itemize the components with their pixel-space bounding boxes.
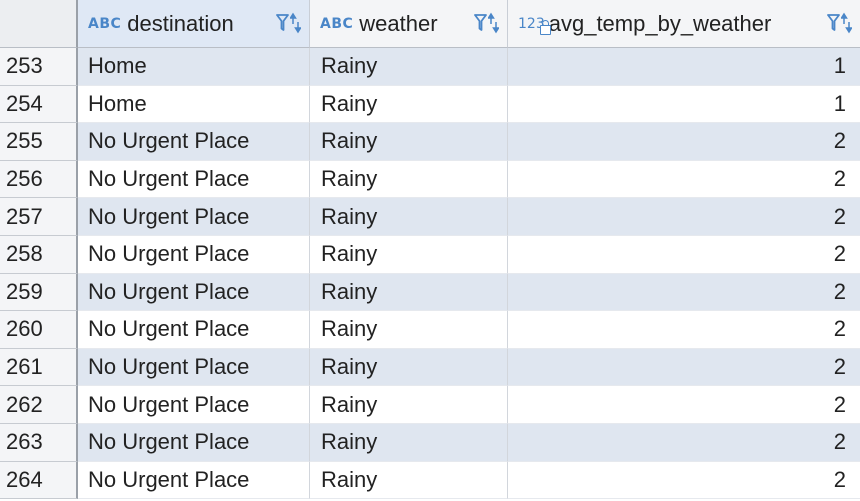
filter-icon[interactable] (474, 13, 487, 33)
cell-avg-temp[interactable]: 2 (508, 198, 860, 236)
cell-weather[interactable]: Rainy (310, 198, 508, 236)
column-header-avg-temp-by-weather[interactable]: 123 avg_temp_by_weather (508, 0, 860, 48)
cell-destination[interactable]: No Urgent Place (78, 273, 310, 312)
cell-avg-temp[interactable]: 2 (508, 160, 860, 199)
cell-weather[interactable]: Rainy (310, 348, 508, 387)
cell-destination[interactable]: No Urgent Place (78, 160, 310, 199)
cell-destination[interactable]: Home (78, 85, 310, 124)
cell-avg-temp[interactable]: 2 (508, 423, 860, 462)
filter-sort-controls (827, 12, 852, 34)
row-number[interactable]: 258 (0, 235, 78, 274)
abc-type-icon: ABC (88, 15, 122, 32)
cell-destination[interactable]: No Urgent Place (78, 198, 310, 236)
cell-destination[interactable]: No Urgent Place (78, 386, 310, 424)
cell-destination[interactable]: No Urgent Place (78, 123, 310, 161)
cell-avg-temp[interactable]: 1 (508, 48, 860, 86)
row-number[interactable]: 256 (0, 160, 78, 199)
table-row[interactable]: 262 No Urgent Place Rainy 2 (0, 386, 860, 424)
row-number[interactable]: 254 (0, 85, 78, 124)
cell-destination[interactable]: No Urgent Place (78, 423, 310, 462)
column-label: destination (127, 10, 234, 36)
column-label: weather (359, 10, 438, 36)
filter-icon[interactable] (276, 13, 289, 33)
row-number[interactable]: 261 (0, 348, 78, 387)
column-label: avg_temp_by_weather (548, 10, 772, 36)
column-header-weather[interactable]: ABC weather (310, 0, 508, 48)
cell-weather[interactable]: Rainy (310, 273, 508, 312)
row-number[interactable]: 253 (0, 48, 78, 86)
numeric-type-icon: 123 (518, 15, 551, 35)
row-number[interactable]: 259 (0, 273, 78, 312)
row-number[interactable]: 255 (0, 123, 78, 161)
row-number[interactable]: 264 (0, 461, 78, 500)
table-row[interactable]: 255 No Urgent Place Rainy 2 (0, 123, 860, 161)
lock-icon (540, 19, 551, 35)
cell-avg-temp[interactable]: 2 (508, 235, 860, 274)
cell-weather[interactable]: Rainy (310, 48, 508, 86)
table-row[interactable]: 260 No Urgent Place Rainy 2 (0, 311, 860, 349)
table-row[interactable]: 264 No Urgent Place Rainy 2 (0, 461, 860, 500)
row-number[interactable]: 262 (0, 386, 78, 424)
row-number-header[interactable] (0, 0, 78, 48)
row-number[interactable]: 263 (0, 423, 78, 462)
numeric-type-label: 123 (518, 15, 545, 32)
cell-avg-temp[interactable]: 2 (508, 123, 860, 161)
cell-destination[interactable]: No Urgent Place (78, 348, 310, 387)
cell-avg-temp[interactable]: 2 (508, 273, 860, 312)
table-row[interactable]: 258 No Urgent Place Rainy 2 (0, 235, 860, 274)
cell-destination[interactable]: No Urgent Place (78, 311, 310, 349)
cell-destination[interactable]: No Urgent Place (78, 461, 310, 500)
table-row[interactable]: 263 No Urgent Place Rainy 2 (0, 423, 860, 462)
sort-arrows-icon[interactable] (841, 12, 852, 34)
cell-weather[interactable]: Rainy (310, 235, 508, 274)
filter-icon[interactable] (827, 13, 840, 33)
cell-avg-temp[interactable]: 2 (508, 311, 860, 349)
table-row[interactable]: 261 No Urgent Place Rainy 2 (0, 348, 860, 387)
table-row[interactable]: 253 Home Rainy 1 (0, 48, 860, 86)
cell-weather[interactable]: Rainy (310, 386, 508, 424)
filter-sort-controls (474, 12, 499, 34)
cell-weather[interactable]: Rainy (310, 311, 508, 349)
sort-arrows-icon[interactable] (488, 12, 499, 34)
cell-avg-temp[interactable]: 2 (508, 461, 860, 500)
cell-avg-temp[interactable]: 2 (508, 386, 860, 424)
table-row[interactable]: 257 No Urgent Place Rainy 2 (0, 198, 860, 236)
cell-destination[interactable]: Home (78, 48, 310, 86)
cell-avg-temp[interactable]: 1 (508, 85, 860, 124)
table-row[interactable]: 256 No Urgent Place Rainy 2 (0, 160, 860, 199)
grid-body: 253 Home Rainy 1 254 Home Rainy 1 255 No… (0, 48, 860, 500)
cell-weather[interactable]: Rainy (310, 85, 508, 124)
abc-type-icon: ABC (320, 15, 354, 32)
filter-sort-controls (276, 12, 301, 34)
table-row[interactable]: 259 No Urgent Place Rainy 2 (0, 273, 860, 312)
sort-arrows-icon[interactable] (290, 12, 301, 34)
table-row[interactable]: 254 Home Rainy 1 (0, 85, 860, 124)
cell-weather[interactable]: Rainy (310, 423, 508, 462)
grid-header: ABC destination ABC weather (0, 0, 860, 48)
cell-weather[interactable]: Rainy (310, 461, 508, 500)
cell-avg-temp[interactable]: 2 (508, 348, 860, 387)
row-number[interactable]: 257 (0, 198, 78, 236)
column-header-destination[interactable]: ABC destination (78, 0, 310, 48)
cell-weather[interactable]: Rainy (310, 160, 508, 199)
cell-destination[interactable]: No Urgent Place (78, 235, 310, 274)
cell-weather[interactable]: Rainy (310, 123, 508, 161)
row-number[interactable]: 260 (0, 311, 78, 349)
